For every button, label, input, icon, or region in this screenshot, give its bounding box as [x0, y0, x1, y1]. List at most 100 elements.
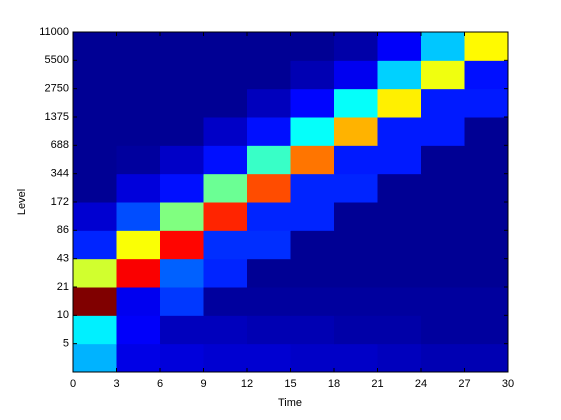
heatmap-cell [203, 258, 248, 288]
heatmap-cell [377, 60, 422, 90]
heatmap-cell [421, 60, 465, 90]
heatmap-cell [203, 117, 248, 146]
heatmap-cell [421, 202, 465, 231]
y-tick-label: 10 [57, 309, 69, 321]
heatmap-cell [334, 258, 378, 288]
heatmap-cell [247, 287, 291, 316]
y-tick-label: 5500 [45, 54, 69, 66]
heatmap-cell [160, 88, 204, 118]
x-tick-label: 18 [328, 378, 340, 390]
heatmap-cell [290, 287, 335, 316]
heatmap-cell [334, 173, 378, 203]
heatmap-cell [116, 258, 161, 288]
heatmap-cell [334, 88, 378, 118]
heatmap-cell [203, 287, 248, 316]
heatmap-cell [464, 145, 509, 175]
heatmap-cell [160, 32, 204, 61]
heatmap-cell [247, 145, 291, 175]
heatmap-cell [377, 202, 422, 231]
y-tick-label: 5 [63, 338, 69, 350]
heatmap-cell [464, 117, 509, 146]
heatmap-cell [116, 88, 161, 118]
heatmap-cell [116, 202, 161, 231]
heatmap-cell [160, 258, 204, 288]
heatmap-cell [160, 173, 204, 203]
heatmap-cell [203, 315, 248, 345]
heatmap-cell [73, 343, 117, 373]
heatmap-cell [377, 145, 422, 175]
x-tick-label: 27 [458, 378, 470, 390]
heatmap-cell [116, 145, 161, 175]
heatmap-cell [160, 230, 204, 260]
heatmap-cell [203, 173, 248, 203]
heatmap-cell [116, 60, 161, 90]
heatmap-cell [464, 173, 509, 203]
heatmap-cell [377, 230, 422, 260]
x-tick-label: 15 [284, 378, 296, 390]
heatmap-cell [377, 343, 422, 373]
heatmap-cell [203, 88, 248, 118]
y-tick-label: 1375 [45, 111, 69, 123]
heatmap-cell [464, 88, 509, 118]
heatmap-cell [421, 145, 465, 175]
heatmap-cell [290, 173, 335, 203]
heatmap-cell [247, 343, 291, 373]
heatmap-cell [421, 287, 465, 316]
y-tick-label: 43 [57, 253, 69, 265]
heatmap-cell [464, 258, 509, 288]
heatmap-cell [421, 230, 465, 260]
heatmap-cell [334, 202, 378, 231]
heatmap-cell [421, 173, 465, 203]
heatmap-cell [203, 60, 248, 90]
heatmap-cell [116, 287, 161, 316]
heatmap-cell [421, 315, 465, 345]
heatmap-cell [421, 32, 465, 61]
x-tick-label: 30 [502, 378, 514, 390]
heatmap-cell [421, 343, 465, 373]
y-tick-label: 2750 [45, 83, 69, 95]
heatmap-cell [290, 60, 335, 90]
heatmap-cell [421, 258, 465, 288]
y-tick-label: 344 [51, 168, 69, 180]
heatmap-cell [290, 88, 335, 118]
heatmap-cell [247, 60, 291, 90]
heatmap-cell [377, 287, 422, 316]
heatmap-cell [334, 315, 378, 345]
heatmap-cell [421, 88, 465, 118]
heatmap-cell [203, 230, 248, 260]
heatmap-cell [73, 315, 117, 345]
heatmap-cell [160, 343, 204, 373]
heatmap-cell [116, 32, 161, 61]
heatmap-cell [377, 32, 422, 61]
y-tick-label: 11000 [39, 26, 69, 38]
heatmap-cell [73, 60, 117, 90]
heatmap-cell [464, 32, 509, 61]
heatmap-cell [334, 117, 378, 146]
heatmap-cell [290, 117, 335, 146]
x-tick-label: 0 [70, 378, 76, 390]
heatmap-cell [377, 315, 422, 345]
heatmap-cell [247, 258, 291, 288]
heatmap-cell [160, 117, 204, 146]
y-tick-label: 172 [51, 196, 69, 208]
x-axis-label: Time [278, 397, 302, 409]
x-tick-label: 3 [113, 378, 119, 390]
heatmap-cell [334, 287, 378, 316]
heatmap-cell [464, 230, 509, 260]
heatmap-cell [247, 173, 291, 203]
heatmap-cell [290, 315, 335, 345]
heatmap-cell [203, 343, 248, 373]
heatmap-cell [377, 88, 422, 118]
heatmap-cell [290, 258, 335, 288]
x-tick-label: 21 [371, 378, 383, 390]
heatmap-cell [377, 173, 422, 203]
heatmap-cell [247, 117, 291, 146]
heatmap-cell [290, 32, 335, 61]
heatmap-cell [203, 32, 248, 61]
heatmap-cell [334, 145, 378, 175]
heatmap-cell [247, 88, 291, 118]
heatmap-cell [247, 32, 291, 61]
y-axis-label: Level [16, 189, 28, 215]
x-tick-label: 9 [200, 378, 206, 390]
